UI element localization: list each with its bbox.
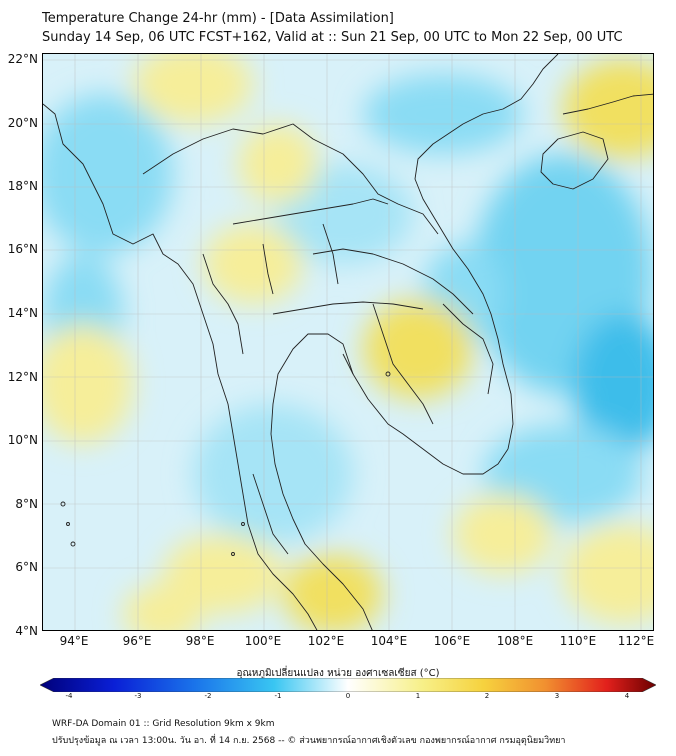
lat-label-20: 20°N xyxy=(7,116,38,130)
colorbar-tick: -2 xyxy=(204,692,212,700)
colorbar-tick: -4 xyxy=(65,692,73,700)
colorbar xyxy=(40,678,656,692)
map-title: Temperature Change 24-hr (mm) - [Data As… xyxy=(42,11,394,26)
lat-label-12: 12°N xyxy=(7,370,38,384)
colorbar-tick: 4 xyxy=(624,692,630,700)
colorbar-tick: 0 xyxy=(345,692,351,700)
lat-label-14: 14°N xyxy=(7,306,38,320)
graticule xyxy=(43,54,653,630)
lat-label-6: 6°N xyxy=(15,560,38,574)
lon-label-110: 110°E xyxy=(559,634,597,648)
lon-label-108: 108°E xyxy=(496,634,534,648)
temperature-field xyxy=(43,54,653,630)
colorbar-tick: -3 xyxy=(134,692,142,700)
lat-label-16: 16°N xyxy=(7,242,38,256)
lon-label-96: 96°E xyxy=(122,634,152,648)
footer-credit: ปรับปรุงข้อมูล ณ เวลา 13:00น. วัน อา. ที… xyxy=(52,736,566,746)
colorbar-tick: 3 xyxy=(554,692,560,700)
colorbar-tick: -1 xyxy=(274,692,282,700)
lat-label-22: 22°N xyxy=(7,52,38,66)
lon-label-106: 106°E xyxy=(433,634,471,648)
colorbar-label: อุณหภูมิเปลี่ยนแปลง หน่วย องศาเซลเซียส (… xyxy=(236,668,440,679)
lon-label-102: 102°E xyxy=(307,634,345,648)
colorbar-tick: 2 xyxy=(484,692,490,700)
lat-label-4: 4°N xyxy=(15,624,38,638)
lon-label-112: 112°E xyxy=(617,634,655,648)
lon-label-94: 94°E xyxy=(59,634,89,648)
lon-label-100: 100°E xyxy=(244,634,282,648)
lat-label-10: 10°N xyxy=(7,433,38,447)
lon-label-98: 98°E xyxy=(185,634,215,648)
footer-model-info: WRF-DA Domain 01 :: Grid Resolution 9km … xyxy=(52,719,275,729)
lat-label-18: 18°N xyxy=(7,179,38,193)
lon-label-104: 104°E xyxy=(370,634,408,648)
map-area[interactable] xyxy=(42,53,654,631)
colorbar-tick: 1 xyxy=(415,692,421,700)
map-subtitle: Sunday 14 Sep, 06 UTC FCST+162, Valid at… xyxy=(42,30,623,45)
coastlines-and-borders xyxy=(43,54,653,630)
temperature-map xyxy=(43,54,653,630)
lat-label-8: 8°N xyxy=(15,497,38,511)
